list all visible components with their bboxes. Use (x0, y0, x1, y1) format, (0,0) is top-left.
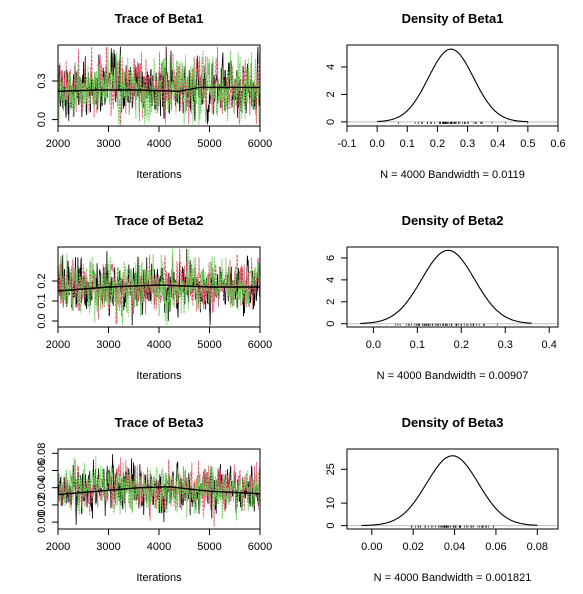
x-tick-label: 6000 (248, 541, 272, 553)
running-mean-line (57, 284, 260, 292)
x-tick-label: 0.6 (550, 138, 565, 150)
y-tick-label: 0 (325, 523, 337, 529)
panel-density-beta2: Density of Beta2 N = 4000 Bandwidth = 0.0… (325, 213, 559, 382)
y-tick-label: 2 (325, 91, 337, 97)
chain-3-trace (57, 46, 261, 125)
x-tick-label: 0.3 (498, 339, 513, 351)
x-tick-label: 3000 (96, 541, 120, 553)
x-tick-label: 0.1 (410, 339, 425, 351)
x-tick-label: 2000 (46, 138, 70, 150)
x-axis-label: Iterations (136, 169, 182, 181)
x-tick-label: 5000 (197, 541, 221, 553)
x-tick-label: 0.08 (527, 541, 548, 553)
y-tick-label: 0 (325, 119, 337, 125)
x-tick-label: 4000 (147, 541, 171, 553)
density-curve (360, 249, 532, 324)
panel-trace-beta2: Trace of Beta2 Iterations 2000 3000 4000 5000… (36, 213, 272, 382)
panel-title: Trace of Beta2 (115, 213, 204, 228)
x-tick-label: 0.3 (460, 138, 475, 150)
x-tick-label: 0.4 (490, 138, 505, 150)
x-tick-label: 0.4 (542, 339, 557, 351)
chain-2-trace (57, 457, 261, 527)
y-tick-label: 0.02 (36, 494, 48, 515)
x-tick-label: 4000 (147, 339, 171, 351)
panel-title: Trace of Beta3 (115, 415, 204, 430)
x-tick-label: 2000 (46, 339, 70, 351)
x-tick-label: 3000 (96, 138, 120, 150)
x-tick-label: 0.1 (400, 138, 415, 150)
plot-box (346, 44, 559, 127)
plot-box (346, 246, 559, 328)
x-tick-label: 0.2 (454, 339, 469, 351)
x-axis-label: N = 4000 Bandwidth = 0.0119 (380, 169, 525, 181)
x-tick-label: 0.2 (430, 138, 445, 150)
y-tick-label: 25 (325, 463, 337, 475)
x-axis-label: Iterations (136, 572, 182, 584)
x-tick-label: 2000 (46, 541, 70, 553)
y-tick-label: 0.00 (36, 511, 48, 532)
x-tick-label: 6000 (248, 339, 272, 351)
y-tick-label: 0.0 (36, 112, 48, 127)
x-tick-label: 0.0 (366, 339, 381, 351)
y-tick-label: 2 (325, 299, 337, 305)
x-tick-label: 0.5 (520, 138, 535, 150)
y-tick-label: 0.3 (36, 73, 48, 88)
density-curve (377, 48, 528, 123)
chain-3-trace (57, 248, 261, 326)
chain-3-trace (57, 455, 261, 521)
panel-title: Trace of Beta1 (115, 11, 204, 26)
plot-box (346, 448, 559, 530)
y-tick-label: 0.04 (36, 477, 48, 498)
panel-trace-beta1: Trace of Beta1 Iterations 2000 3000 4000 5000… (36, 11, 272, 181)
x-tick-label: 6000 (248, 138, 272, 150)
y-tick-label: 0.2 (36, 273, 48, 288)
y-tick-label: 0.08 (36, 443, 48, 464)
x-tick-label: 0.04 (444, 541, 465, 553)
x-tick-label: 0.00 (361, 541, 382, 553)
x-tick-label: 5000 (197, 138, 221, 150)
y-tick-label: 6 (325, 255, 337, 261)
y-tick-label: 4 (325, 64, 337, 70)
x-axis-label: N = 4000 Bandwidth = 0.00907 (377, 370, 529, 382)
y-tick-label: 0.1 (36, 293, 48, 308)
y-tick-label: 0 (325, 321, 337, 327)
y-tick-label: 4 (325, 277, 337, 283)
x-axis-label: N = 4000 Bandwidth = 0.001821 (374, 572, 532, 584)
y-tick-label: 0.06 (36, 460, 48, 481)
chain-2-trace (57, 248, 261, 325)
panel-title: Density of Beta1 (402, 11, 504, 26)
panel-title: Density of Beta2 (402, 213, 504, 228)
density-curve (361, 455, 538, 527)
panel-title: Density of Beta3 (402, 415, 504, 430)
running-mean-line (57, 86, 260, 93)
x-tick-label: -0.1 (338, 138, 357, 150)
chain-2-trace (57, 46, 261, 125)
y-tick-label: 0.0 (36, 313, 48, 328)
running-mean-line (57, 486, 261, 496)
x-axis-label: Iterations (136, 370, 182, 382)
x-tick-label: 0.02 (402, 541, 423, 553)
y-tick-label: 10 (325, 497, 337, 509)
panel-density-beta1: Density of Beta1 N = 4000 Bandwidth = 0.0… (325, 11, 566, 181)
x-tick-label: 0.06 (485, 541, 506, 553)
x-tick-label: 4000 (147, 138, 171, 150)
x-tick-label: 0.0 (369, 138, 384, 150)
x-tick-label: 3000 (96, 339, 120, 351)
panel-trace-beta3: Trace of Beta3 Iterations 2000 3000 4000 5000… (36, 415, 272, 584)
x-tick-label: 5000 (197, 339, 221, 351)
panel-density-beta3: Density of Beta3 N = 4000 Bandwidth = 0.0… (325, 415, 559, 584)
